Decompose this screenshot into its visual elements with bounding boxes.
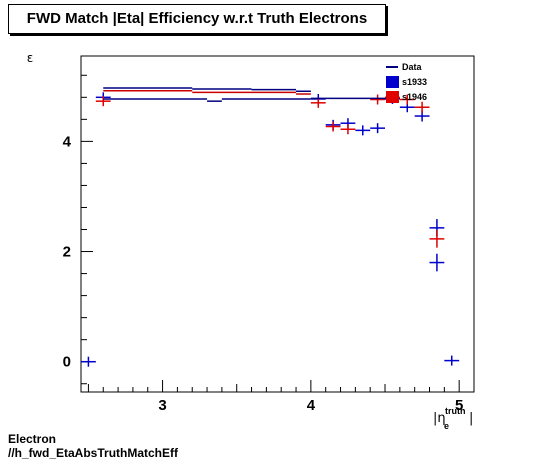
legend-label: Data [402, 62, 423, 72]
legend: Data s1933 s1946 [386, 62, 427, 103]
x-tick-label: 5 [455, 397, 463, 414]
chart-title: FWD Match |Eta| Efficiency w.r.t Truth E… [26, 10, 368, 27]
footer-line-1: Electron [8, 432, 57, 446]
legend-box-marker [386, 91, 399, 103]
series-reference-line [103, 97, 400, 102]
legend-label: s1946 [402, 92, 427, 102]
plot-frame [80, 55, 475, 393]
legend-box-marker [386, 76, 399, 88]
axis-labels: ε |ηe truth | [27, 51, 474, 431]
x-axis-label-end: | [469, 411, 473, 426]
series-reference-line [103, 89, 311, 95]
x-tick-label: 3 [158, 397, 166, 414]
x-tick-label: 4 [307, 397, 316, 414]
y-tick-label: 0 [63, 354, 71, 371]
x-axis-label-superscript: truth [445, 406, 466, 416]
series-s1933 [81, 92, 460, 367]
series-Data [103, 87, 311, 93]
y-tick-label: 4 [63, 133, 72, 150]
axes-frame: 3 4 5 0 2 4 [63, 55, 475, 414]
x-axis-label: |η [433, 411, 446, 426]
x-axis-label-subscript: e [444, 421, 449, 431]
series-layer [81, 87, 460, 367]
series-s1946 [95, 92, 445, 248]
y-tick-label: 2 [63, 244, 71, 261]
legend-label: s1933 [402, 77, 427, 87]
chart-title-box: FWD Match |Eta| Efficiency w.r.t Truth E… [8, 4, 386, 34]
y-axis-label: ε [27, 51, 34, 65]
footer-line-2: //h_fwd_EtaAbsTruthMatchEff [8, 446, 179, 460]
